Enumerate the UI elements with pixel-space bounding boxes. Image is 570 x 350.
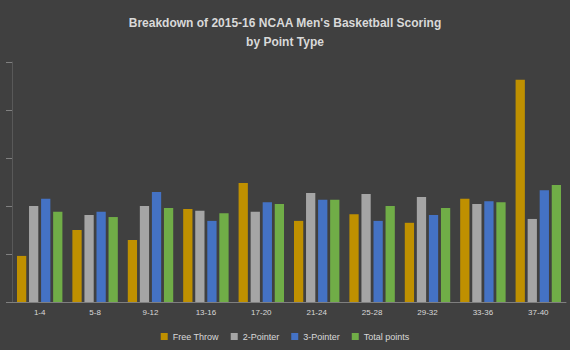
svg-text:29-32: 29-32: [417, 308, 438, 317]
svg-text:by Point Type: by Point Type: [246, 35, 324, 49]
svg-text:21-24: 21-24: [306, 308, 327, 317]
svg-text:3-Pointer: 3-Pointer: [303, 332, 340, 342]
svg-text:17-20: 17-20: [251, 308, 272, 317]
svg-text:5-8: 5-8: [89, 308, 101, 317]
svg-text:Free Throw: Free Throw: [173, 332, 219, 342]
svg-text:Breakdown of 2015-16 NCAA Men': Breakdown of 2015-16 NCAA Men's Basketba…: [129, 16, 442, 30]
svg-text:Total points: Total points: [364, 332, 410, 342]
svg-text:25-28: 25-28: [362, 308, 383, 317]
svg-text:33-36: 33-36: [473, 308, 494, 317]
svg-text:2-Pointer: 2-Pointer: [243, 332, 280, 342]
svg-text:37-40: 37-40: [528, 308, 549, 317]
svg-text:13-16: 13-16: [196, 308, 217, 317]
svg-text:9-12: 9-12: [142, 308, 159, 317]
svg-text:1-4: 1-4: [34, 308, 46, 317]
